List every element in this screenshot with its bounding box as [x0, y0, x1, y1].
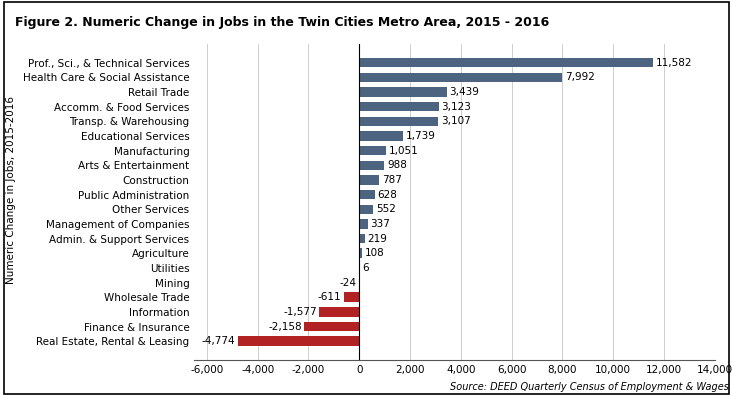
Text: 108: 108 [364, 248, 384, 258]
Text: -1,577: -1,577 [283, 307, 317, 317]
Bar [344, 293, 359, 302]
Text: 988: 988 [387, 160, 407, 170]
Bar [238, 337, 359, 346]
Text: -2,158: -2,158 [268, 322, 302, 331]
Text: 1,739: 1,739 [406, 131, 436, 141]
Bar [359, 175, 379, 185]
Bar [359, 160, 384, 170]
Bar [359, 116, 438, 126]
Text: Numeric Change in Jobs, 2015-2016: Numeric Change in Jobs, 2015-2016 [6, 96, 16, 284]
Text: 6: 6 [362, 263, 369, 273]
Text: 7,992: 7,992 [564, 72, 594, 82]
Bar [304, 322, 359, 331]
Text: 3,107: 3,107 [441, 116, 471, 126]
Bar [359, 72, 562, 82]
Bar [320, 307, 359, 317]
Text: 3,439: 3,439 [449, 87, 479, 97]
Bar [359, 190, 375, 200]
Text: Figure 2. Numeric Change in Jobs in the Twin Cities Metro Area, 2015 - 2016: Figure 2. Numeric Change in Jobs in the … [15, 16, 549, 29]
Text: -611: -611 [317, 292, 341, 302]
Text: Source: DEED Quarterly Census of Employment & Wages: Source: DEED Quarterly Census of Employm… [451, 382, 729, 392]
Text: 11,582: 11,582 [656, 58, 693, 68]
Bar [359, 219, 368, 229]
Text: 219: 219 [367, 234, 387, 244]
Bar [359, 87, 446, 97]
Bar [359, 131, 403, 141]
Bar [359, 58, 653, 67]
Text: 787: 787 [382, 175, 402, 185]
Text: -24: -24 [339, 278, 356, 287]
Text: 552: 552 [376, 204, 396, 214]
Bar [359, 102, 438, 111]
Bar [359, 204, 373, 214]
Text: 337: 337 [370, 219, 390, 229]
Text: 1,051: 1,051 [388, 146, 419, 156]
Bar [359, 146, 386, 155]
Bar [359, 234, 365, 244]
Text: -4,774: -4,774 [202, 336, 235, 346]
Bar [359, 249, 362, 258]
Text: 3,123: 3,123 [441, 102, 471, 112]
Text: 628: 628 [377, 190, 397, 200]
